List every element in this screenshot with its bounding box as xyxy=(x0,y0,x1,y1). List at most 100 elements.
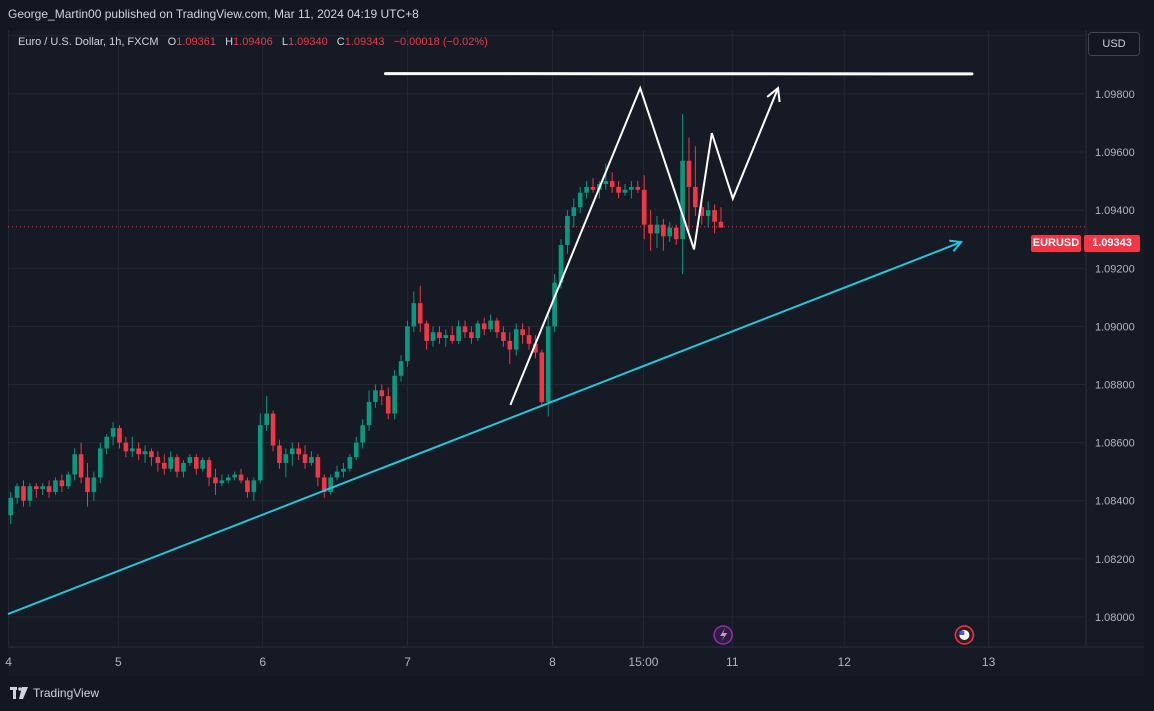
high-label: H xyxy=(225,36,234,48)
candle-body xyxy=(309,457,314,463)
tradingview-logo[interactable]: TradingView xyxy=(10,686,99,700)
candle-body xyxy=(46,486,52,492)
candle-body xyxy=(443,335,449,338)
candle-body xyxy=(289,448,295,455)
candle-body xyxy=(654,224,660,234)
close-value: 1.09343 xyxy=(344,36,385,48)
support-trendline[interactable] xyxy=(7,241,962,615)
candle-body xyxy=(104,436,109,449)
open-label: O xyxy=(167,36,177,48)
candle-body xyxy=(385,396,391,414)
candle-body xyxy=(629,186,634,190)
candle-body xyxy=(488,320,493,330)
candle-body xyxy=(187,457,193,463)
candle-body xyxy=(552,282,557,327)
price-axis-label: 1.08400 xyxy=(1095,496,1135,508)
candle-body xyxy=(693,186,698,208)
candle-body xyxy=(72,454,77,475)
candle-body xyxy=(545,326,551,402)
candle-body xyxy=(507,340,513,350)
projection-arrow-head xyxy=(766,86,781,103)
candle-body xyxy=(328,477,333,492)
candle-body xyxy=(174,457,180,472)
candle-body xyxy=(245,480,250,492)
candle-body xyxy=(673,227,679,240)
chart-pane[interactable] xyxy=(8,30,1144,676)
header-bar: George_Martin00 published on TradingView… xyxy=(0,0,1154,30)
candle-body xyxy=(232,474,237,478)
candle-body xyxy=(680,160,685,240)
currency-button[interactable]: USD xyxy=(1088,32,1140,56)
candle-body xyxy=(590,186,596,190)
candle-body xyxy=(609,181,615,187)
close-label: C xyxy=(336,36,345,48)
candle-body xyxy=(277,445,282,463)
candle-body xyxy=(456,326,461,341)
candle-body xyxy=(117,428,122,443)
candle-body xyxy=(641,189,647,225)
candle-body xyxy=(257,425,263,481)
candle-body xyxy=(398,361,404,376)
candle-body xyxy=(206,460,212,478)
candle-body xyxy=(430,332,436,341)
publisher-info: George_Martin00 published on TradingView… xyxy=(8,7,419,21)
candle-body xyxy=(661,224,666,237)
price-axis-label: 1.09000 xyxy=(1095,321,1135,333)
projection-path[interactable] xyxy=(509,85,779,406)
candle-body xyxy=(712,210,717,222)
time-axis-label: 12 xyxy=(838,655,852,669)
candle-body xyxy=(686,160,692,187)
candle-body xyxy=(33,486,39,490)
candle-body xyxy=(53,480,58,492)
symbol-legend: Euro / U.S. Dollar, 1h, FXCM O1.09361 H 1… xyxy=(18,36,488,48)
tradingview-logo-text: TradingView xyxy=(33,686,100,700)
candle-body xyxy=(526,335,532,344)
change-value: −0.00018 (−0.02%) xyxy=(393,36,488,48)
candle-body xyxy=(21,486,26,501)
candle-body xyxy=(193,457,199,469)
candle-body xyxy=(513,329,519,350)
symbol-name[interactable]: Euro / U.S. Dollar, 1h, FXCM xyxy=(18,36,159,48)
candle-body xyxy=(59,480,65,487)
candle-body xyxy=(341,468,346,472)
candle-body xyxy=(417,303,423,324)
candle-body xyxy=(481,323,487,330)
price-axis-label: 1.08000 xyxy=(1095,612,1135,624)
candle-body xyxy=(8,497,13,516)
candle-body xyxy=(411,303,417,327)
time-axis-label: 15:00 xyxy=(628,655,658,669)
time-axis-label: 8 xyxy=(549,655,556,669)
candle-body xyxy=(200,460,205,469)
candle-body xyxy=(616,186,621,193)
candle-body xyxy=(65,474,71,487)
price-axis-label: 1.09600 xyxy=(1095,147,1135,159)
candle-body xyxy=(577,192,583,208)
candle-body xyxy=(392,375,397,414)
candle-body xyxy=(705,210,711,216)
candle-body xyxy=(149,451,154,458)
candle-body xyxy=(360,425,365,443)
candle-body xyxy=(533,343,538,353)
time-axis-label: 11 xyxy=(726,655,739,669)
candle-body xyxy=(85,477,90,492)
low-value: 1.09340 xyxy=(287,36,328,48)
candle-body xyxy=(142,451,148,455)
candle-body xyxy=(353,442,359,458)
candle-body xyxy=(424,323,429,341)
candle-body xyxy=(168,457,173,469)
candle-body xyxy=(264,413,269,426)
open-value: 1.09361 xyxy=(176,36,216,48)
price-axis-label: 1.08600 xyxy=(1095,438,1135,450)
candle-body xyxy=(379,390,385,397)
trendline-arrow-head xyxy=(949,239,964,252)
time-axis-label: 4 xyxy=(5,655,12,669)
candle-body xyxy=(584,186,589,193)
time-axis-label: 13 xyxy=(982,655,996,669)
time-axis-label: 5 xyxy=(115,655,122,669)
candle-body xyxy=(136,448,141,455)
candle-body xyxy=(635,186,641,190)
candle-body xyxy=(27,486,33,501)
candle-body xyxy=(501,332,506,341)
candle-body xyxy=(91,477,97,492)
